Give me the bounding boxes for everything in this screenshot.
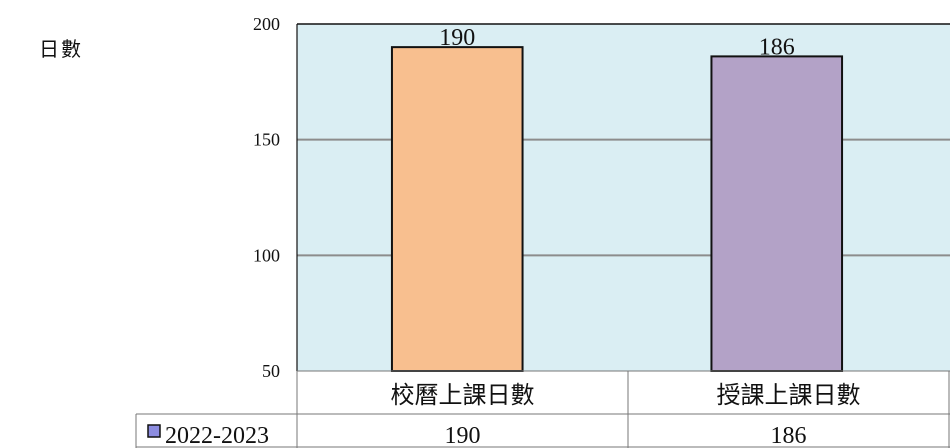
y-axis-label: 日數 [39,37,83,61]
bars [390,46,844,373]
y-tick-label: 100 [253,245,280,265]
legend-marker [147,424,161,438]
data-label: 190 [439,25,475,51]
data-label: 186 [759,34,795,60]
y-tick-label: 200 [253,14,280,34]
data-table [135,370,950,448]
category-label: 校曆上課日數 [391,381,535,409]
legend-series-name: 2022-2023 [165,423,269,448]
y-tick-label: 150 [253,130,280,150]
y-ticks: 50 100 150 200 [253,14,280,381]
data-labels: 190 186 [439,25,795,60]
category-label: 授課上課日數 [717,381,861,409]
bar [390,46,524,373]
bar [710,55,844,373]
table-value: 186 [771,423,807,448]
table-value: 190 [445,423,481,448]
y-tick-label: 50 [262,361,280,381]
